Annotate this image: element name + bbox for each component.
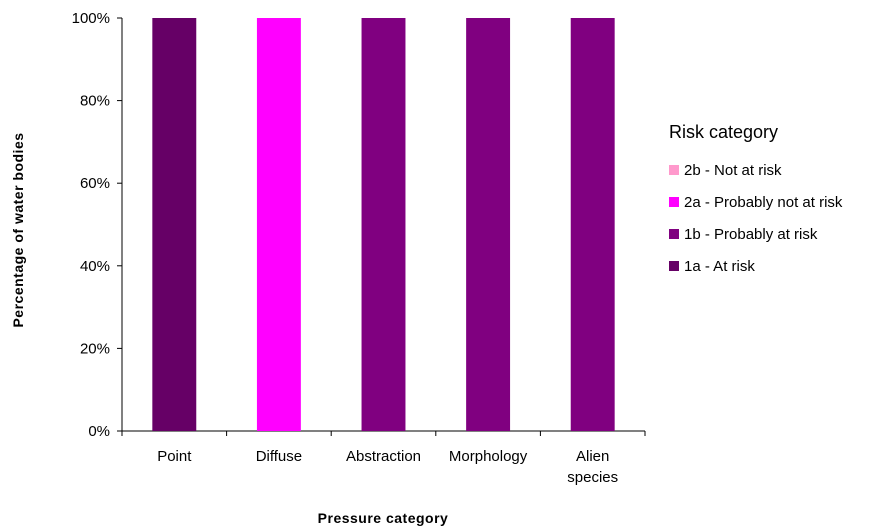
legend-swatch xyxy=(669,229,679,239)
y-tick-label: 100% xyxy=(72,10,110,27)
x-tick-label: Diffuse xyxy=(256,448,302,465)
legend-swatch xyxy=(669,197,679,207)
bar xyxy=(256,18,301,431)
x-axis-title: Pressure category xyxy=(318,510,449,526)
legend-label: 2b - Not at risk xyxy=(684,162,782,179)
x-tick-label-line: Morphology xyxy=(449,448,528,465)
x-tick-label: Point xyxy=(157,448,192,465)
plot-area: 0% 20% 40% 60% 80% 100% Point Diffuse Abstractio… xyxy=(72,10,646,486)
x-tick-label-line: species xyxy=(567,469,618,486)
legend-swatch xyxy=(669,261,679,271)
bar xyxy=(570,18,615,431)
x-tick-label-line: Abstraction xyxy=(346,448,421,465)
y-axis-title: Percentage of water bodies xyxy=(10,132,26,327)
x-tick-label-line: Point xyxy=(157,448,192,465)
y-tick-label: 40% xyxy=(80,258,110,275)
legend-label: 2a - Probably not at risk xyxy=(684,194,843,211)
bar xyxy=(466,18,511,431)
y-tick-label: 80% xyxy=(80,93,110,110)
legend: Risk category 2b - Not at risk 2a - Proba… xyxy=(669,122,843,275)
legend-swatch xyxy=(669,165,679,175)
legend-label: 1a - At risk xyxy=(684,258,755,275)
bar xyxy=(361,18,406,431)
x-tick-label: Morphology xyxy=(449,448,528,465)
legend-title: Risk category xyxy=(669,122,778,142)
legend-label: 1b - Probably at risk xyxy=(684,226,818,243)
x-tick-label-line: Diffuse xyxy=(256,448,302,465)
x-tick-label: Alien species xyxy=(567,448,618,486)
x-tick-label-line: Alien xyxy=(576,448,609,465)
y-tick-label: 60% xyxy=(80,175,110,192)
bar xyxy=(152,18,197,431)
x-tick-label: Abstraction xyxy=(346,448,421,465)
y-tick-label: 20% xyxy=(80,340,110,357)
y-tick-label: 0% xyxy=(88,423,110,440)
